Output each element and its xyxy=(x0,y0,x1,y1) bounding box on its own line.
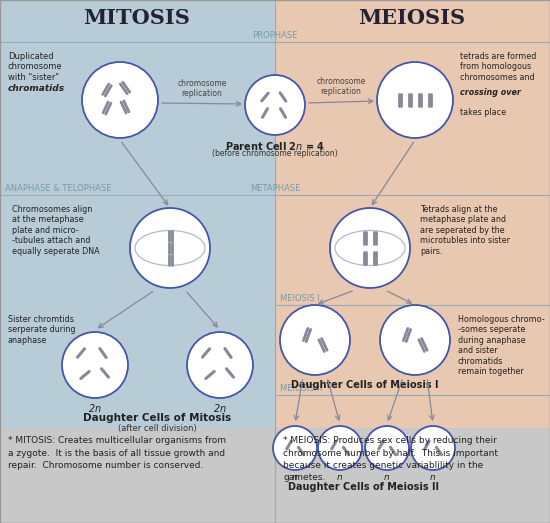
Text: 2$n$: 2$n$ xyxy=(213,402,227,414)
Circle shape xyxy=(187,332,253,398)
Text: crossing over: crossing over xyxy=(460,88,521,97)
Text: Daughter Cells of Mitosis: Daughter Cells of Mitosis xyxy=(83,413,231,423)
Text: MEIOSIS: MEIOSIS xyxy=(359,8,465,28)
Text: (after cell division): (after cell division) xyxy=(118,424,196,433)
Text: $n$: $n$ xyxy=(292,473,299,482)
Circle shape xyxy=(411,426,455,470)
Circle shape xyxy=(377,62,453,138)
Circle shape xyxy=(365,426,409,470)
Text: MEIOSIS II: MEIOSIS II xyxy=(280,384,322,393)
Text: Tetrads align at the
metaphase plate and
are seperated by the
microtubles into s: Tetrads align at the metaphase plate and… xyxy=(420,205,510,256)
Text: Sister chromtids
serperate during
anaphase: Sister chromtids serperate during anapha… xyxy=(8,315,75,345)
Text: Daughter Cells of Meiosis II: Daughter Cells of Meiosis II xyxy=(289,482,439,492)
Text: Homologous chromo-
-somes seperate
during anaphase
and sister
chromatids
remain : Homologous chromo- -somes seperate durin… xyxy=(458,315,544,376)
Text: tetrads are formed
from homologous
chromosomes and: tetrads are formed from homologous chrom… xyxy=(460,52,536,82)
Text: * MEIOSIS: Produces sex cells by reducing their
chromosome number by half.  This: * MEIOSIS: Produces sex cells by reducin… xyxy=(283,436,498,483)
Text: $n$: $n$ xyxy=(337,473,344,482)
Text: $n$: $n$ xyxy=(383,473,390,482)
Circle shape xyxy=(245,75,305,135)
Text: (before chromosome replication): (before chromosome replication) xyxy=(212,149,338,158)
Circle shape xyxy=(82,62,158,138)
Text: Duplicated
chromosome
with "sister": Duplicated chromosome with "sister" xyxy=(8,52,63,92)
Text: METAPHASE: METAPHASE xyxy=(250,184,300,193)
Circle shape xyxy=(380,305,450,375)
Bar xyxy=(0,428,550,523)
Circle shape xyxy=(330,208,410,288)
Text: * MITOSIS: Creates multicellular organisms from
a zygote.  It is the basis of al: * MITOSIS: Creates multicellular organis… xyxy=(8,436,226,470)
Circle shape xyxy=(62,332,128,398)
Text: PROPHASE: PROPHASE xyxy=(252,31,298,40)
Text: chromosome
replication: chromosome replication xyxy=(316,76,366,96)
Text: MITOSIS: MITOSIS xyxy=(84,8,190,28)
Text: Daughter Cells of Meiosis I: Daughter Cells of Meiosis I xyxy=(292,380,439,390)
Circle shape xyxy=(318,426,362,470)
Circle shape xyxy=(130,208,210,288)
Text: chromatids: chromatids xyxy=(8,84,65,93)
Text: MEIOSIS I: MEIOSIS I xyxy=(280,294,320,303)
Bar xyxy=(275,0,550,428)
Text: takes place: takes place xyxy=(460,98,506,117)
Text: chromosome
replication: chromosome replication xyxy=(177,78,227,98)
Text: Chromosomes align
at the metaphase
plate and micro-
-tubules attach and
equally : Chromosomes align at the metaphase plate… xyxy=(12,205,100,256)
Circle shape xyxy=(273,426,317,470)
Text: 2$n$: 2$n$ xyxy=(88,402,102,414)
Text: $n$: $n$ xyxy=(430,473,437,482)
Circle shape xyxy=(280,305,350,375)
Text: Parent Cell 2$n$ = 4: Parent Cell 2$n$ = 4 xyxy=(225,140,325,152)
Bar xyxy=(0,0,275,428)
Text: ANAPHASE & TELOPHASE: ANAPHASE & TELOPHASE xyxy=(5,184,111,193)
